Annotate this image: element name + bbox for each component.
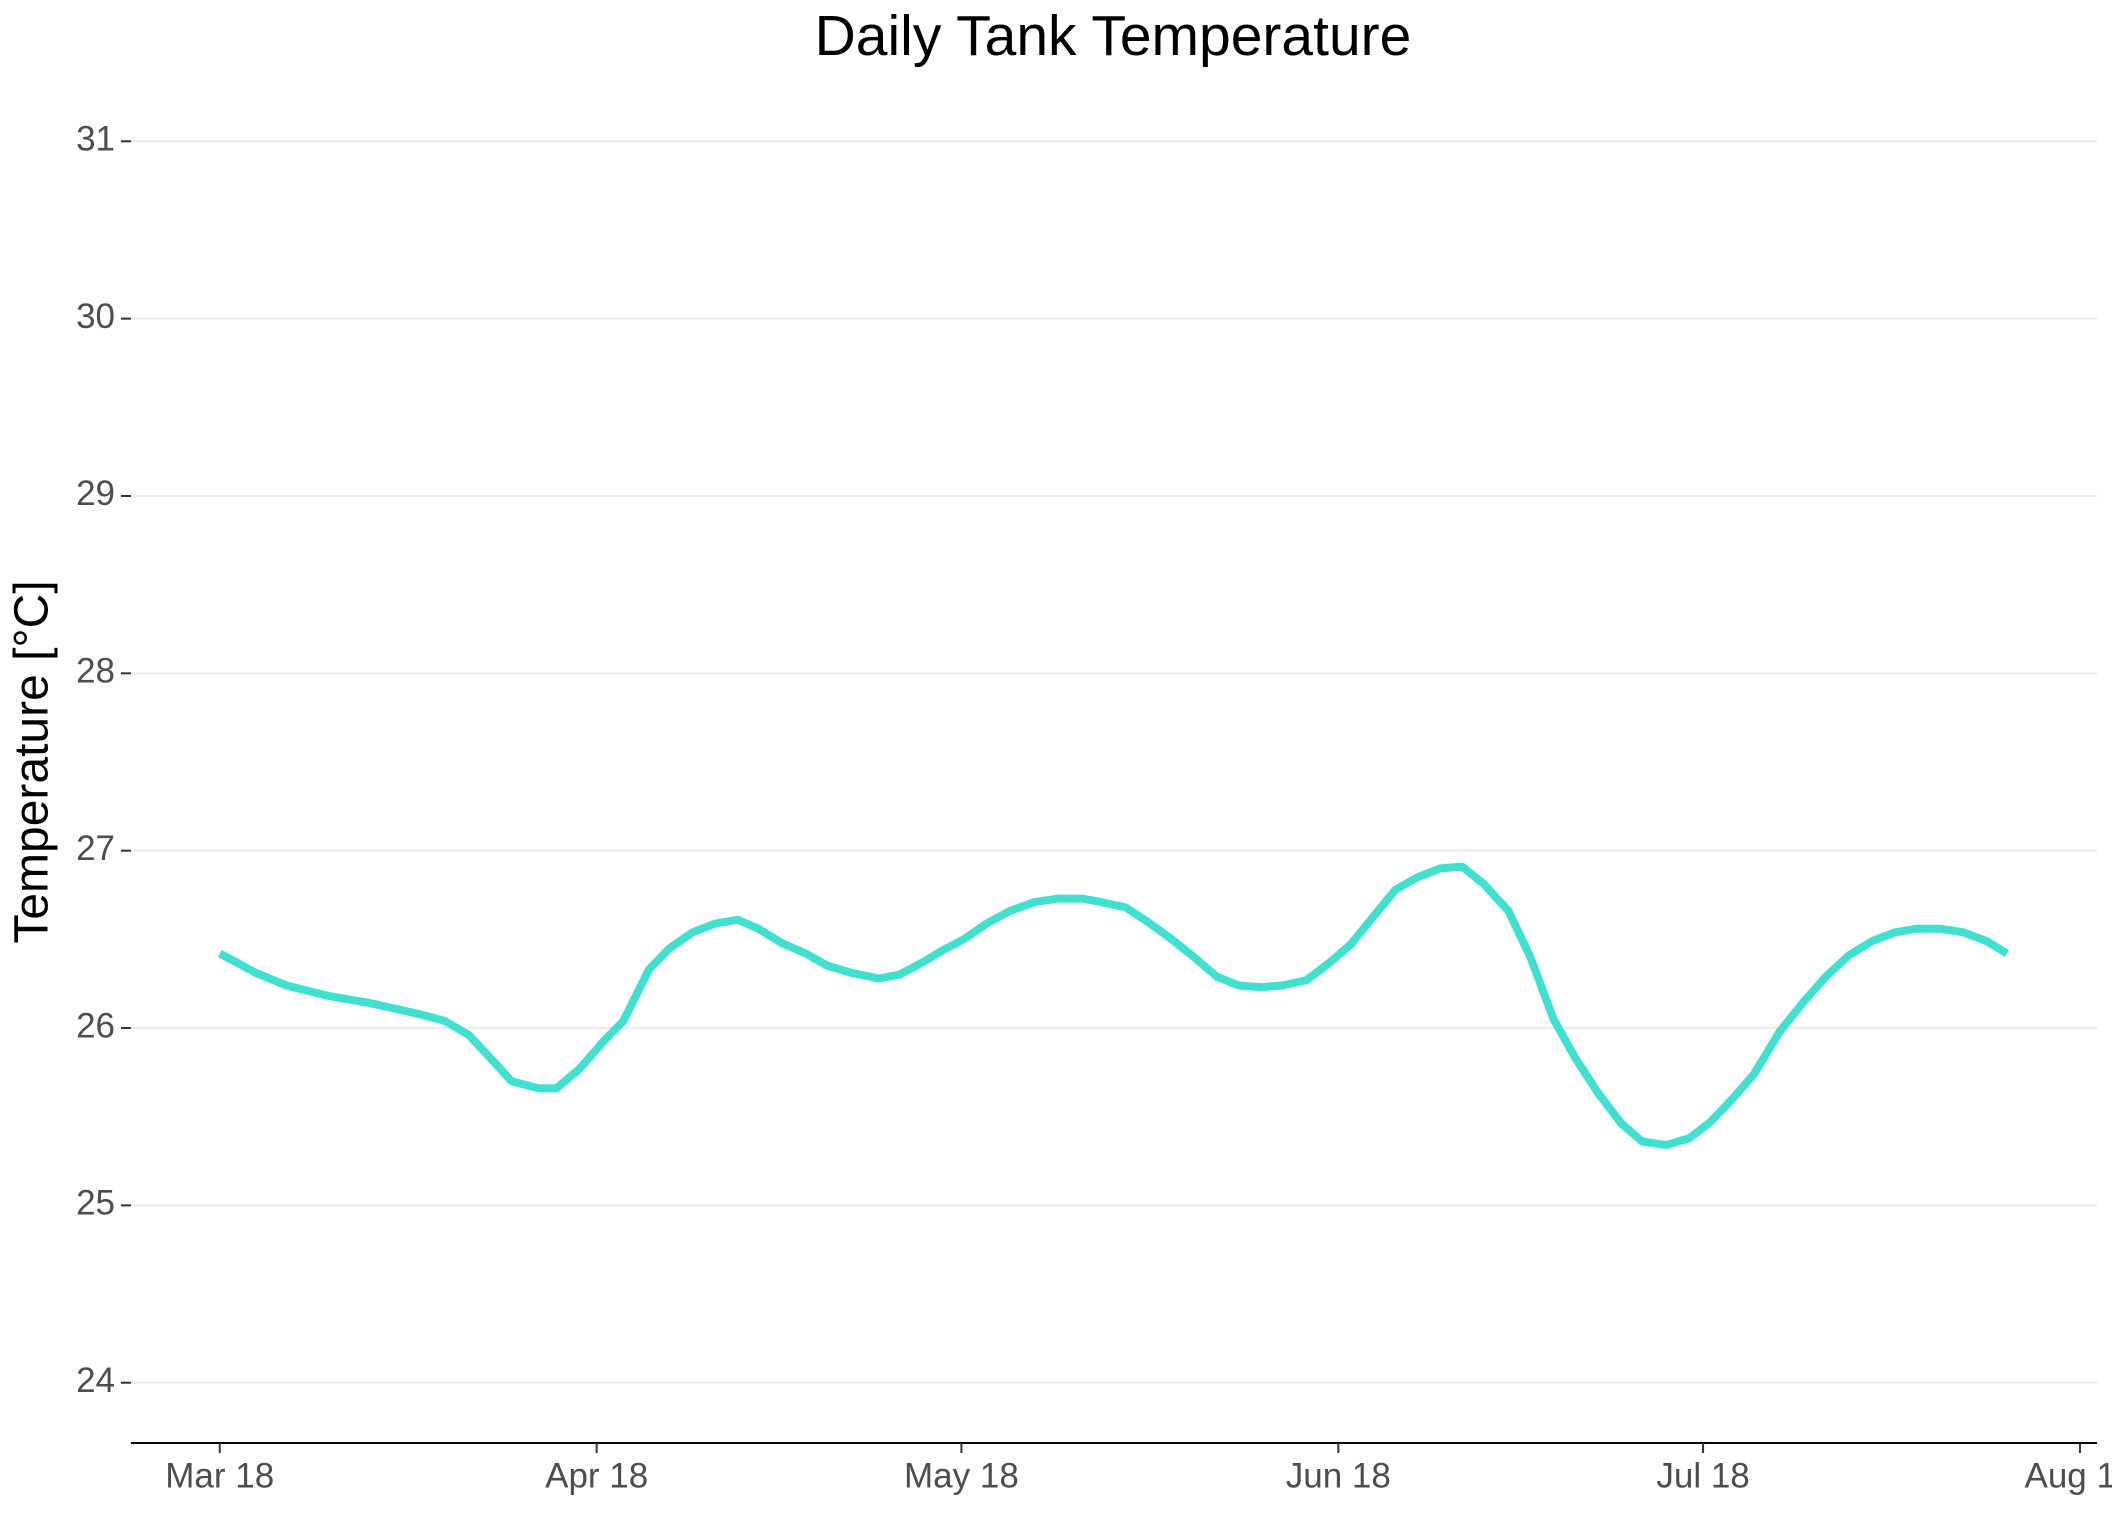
y-tick-label: 27 bbox=[76, 829, 115, 868]
y-tick-label: 31 bbox=[76, 120, 115, 159]
y-tick-label: 28 bbox=[76, 652, 115, 691]
x-tick-label: May 18 bbox=[904, 1456, 1019, 1495]
x-tick-label: Mar 18 bbox=[165, 1456, 274, 1495]
x-tick-label: Jul 18 bbox=[1656, 1456, 1749, 1495]
chart-title: Daily Tank Temperature bbox=[815, 4, 1412, 68]
y-tick-label: 25 bbox=[76, 1184, 115, 1223]
line-series bbox=[217, 862, 2010, 1150]
y-tick-label: 29 bbox=[76, 474, 115, 513]
x-tick-label: Apr 18 bbox=[545, 1456, 648, 1495]
y-axis-title: Temperature [°C] bbox=[6, 580, 59, 943]
y-tick-label: 24 bbox=[76, 1361, 115, 1400]
x-tick-label: Jun 18 bbox=[1286, 1456, 1391, 1495]
y-tick-label: 30 bbox=[76, 297, 115, 336]
y-tick-label: 26 bbox=[76, 1006, 115, 1045]
x-tick-label: Aug 18 bbox=[2025, 1456, 2112, 1495]
